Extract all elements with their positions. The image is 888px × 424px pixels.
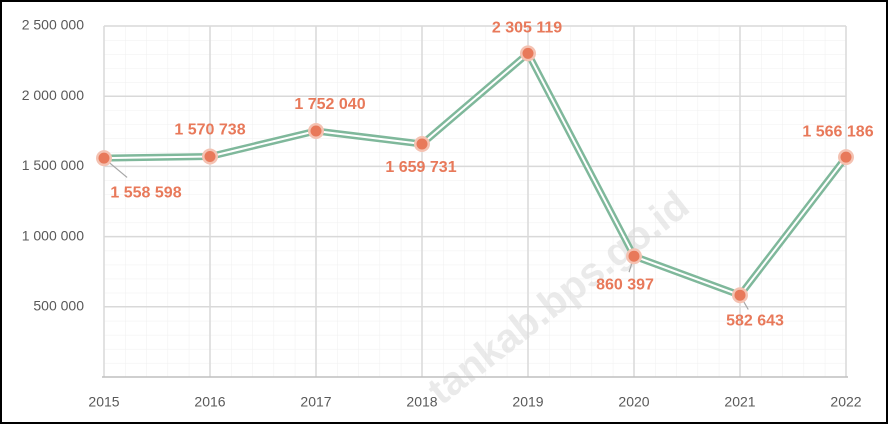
y-tick-label: 1 500 000 xyxy=(22,157,84,173)
data-label: 860 397 xyxy=(596,276,654,293)
y-tick-label: 500 000 xyxy=(33,298,84,314)
data-label: 1 558 598 xyxy=(110,184,181,201)
x-tick-label: 2017 xyxy=(300,394,331,410)
marker xyxy=(840,151,852,163)
x-tick-label: 2022 xyxy=(830,394,861,410)
x-tick-label: 2019 xyxy=(512,394,543,410)
x-tick-label: 2018 xyxy=(406,394,437,410)
x-tick-label: 2021 xyxy=(724,394,755,410)
marker xyxy=(522,47,534,59)
marker xyxy=(734,289,746,301)
data-label: 1 570 738 xyxy=(174,122,245,139)
x-tick-label: 2015 xyxy=(88,394,119,410)
data-label: 582 643 xyxy=(726,312,784,329)
marker xyxy=(204,150,216,162)
y-tick-label: 2 000 000 xyxy=(22,87,84,103)
data-label: 2 305 119 xyxy=(492,20,562,37)
data-label: 1 752 040 xyxy=(294,96,365,113)
y-tick-label: 1 000 000 xyxy=(22,227,84,243)
marker xyxy=(98,152,110,164)
data-label: 1 659 731 xyxy=(385,159,456,176)
minor-grid xyxy=(104,26,846,377)
marker xyxy=(310,125,322,137)
x-tick-label: 2016 xyxy=(194,394,225,410)
x-tick-label: 2020 xyxy=(618,394,649,410)
marker xyxy=(416,138,428,150)
marker xyxy=(628,250,640,262)
data-label: 1 566 186 xyxy=(802,123,873,140)
series-line-inner xyxy=(103,52,847,297)
y-tick-label: 2 500 000 xyxy=(22,17,84,33)
